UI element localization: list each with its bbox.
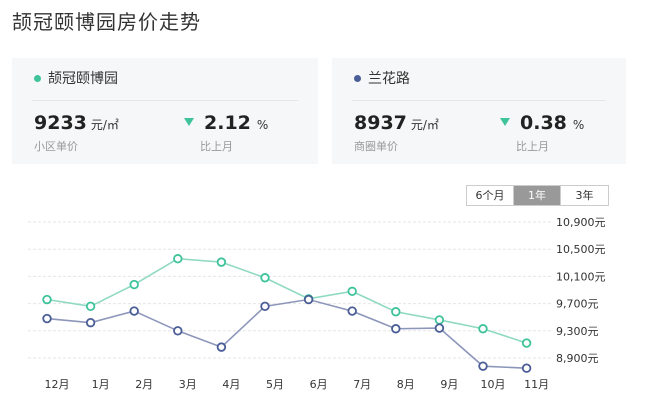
x-tick-label: 6月 — [310, 378, 328, 391]
community-change-label: 比上月 — [200, 140, 233, 153]
community-data-point — [42, 294, 52, 305]
district-data-point — [347, 306, 357, 316]
community-change-unit: % — [256, 118, 269, 132]
x-tick-label: 4月 — [222, 378, 240, 391]
community-dot-icon — [34, 74, 41, 82]
district-series-line — [46, 298, 527, 369]
district-data-point — [129, 306, 139, 316]
community-change: 2.12 — [204, 112, 251, 134]
community-price-label: 小区单价 — [34, 140, 78, 153]
district-price-label: 商圈单价 — [354, 140, 398, 153]
down-arrow-icon — [500, 118, 510, 126]
district-change-unit: % — [572, 118, 585, 132]
community-data-point — [173, 254, 183, 264]
community-data-point — [216, 257, 227, 267]
district-name: 兰花路 — [368, 71, 410, 87]
tab-6-months[interactable]: 6个月 — [467, 186, 514, 205]
y-tick-label: 10,500元 — [556, 243, 606, 256]
community-series-line — [46, 257, 527, 344]
time-range-tabs: 6个月 1年 3年 — [466, 185, 609, 206]
district-data-point — [434, 323, 445, 333]
district-price-unit: 元/㎡ — [410, 118, 439, 132]
x-tick-label: 8月 — [397, 378, 415, 391]
district-data-point — [173, 326, 183, 336]
x-tick-label: 1月 — [92, 378, 110, 391]
community-price: 9233 — [34, 112, 87, 134]
x-tick-label: 5月 — [266, 378, 284, 391]
community-data-point — [85, 301, 96, 312]
district-price: 8937 — [354, 112, 407, 134]
x-tick-label: 2月 — [135, 378, 153, 391]
community-price-card: 颉冠颐博园 9233 元/㎡ 小区单价 2.12 % 比上月 — [12, 58, 318, 164]
x-tick-label: 3月 — [179, 378, 197, 391]
tab-3-years[interactable]: 3年 — [561, 186, 608, 205]
district-data-point — [85, 317, 96, 328]
card-divider — [32, 100, 298, 101]
down-arrow-icon — [184, 118, 194, 126]
y-tick-label: 10,100元 — [556, 270, 606, 283]
y-tick-label: 9,700元 — [556, 298, 599, 311]
x-tick-label: 9月 — [440, 378, 458, 391]
x-tick-label: 7月 — [353, 378, 371, 391]
district-data-point — [303, 294, 314, 305]
card-divider — [352, 100, 606, 101]
district-data-point — [260, 301, 270, 312]
x-tick-label: 12月 — [45, 378, 70, 391]
community-name: 颉冠颐博园 — [48, 71, 118, 87]
community-data-point — [260, 273, 270, 283]
community-data-point — [391, 307, 401, 317]
x-tick-label: 11月 — [524, 378, 549, 391]
district-change-label: 比上月 — [516, 140, 549, 153]
y-tick-label: 9,300元 — [556, 325, 599, 338]
community-data-point — [347, 286, 357, 297]
district-change: 0.38 — [520, 112, 567, 134]
district-data-point — [478, 361, 488, 371]
tab-1-year[interactable]: 1年 — [514, 186, 561, 205]
y-tick-label: 10,900元 — [556, 216, 606, 229]
y-tick-label: 8,900元 — [556, 352, 599, 365]
community-data-point — [129, 279, 139, 290]
district-data-point — [521, 363, 532, 373]
community-price-unit: 元/㎡ — [90, 118, 119, 132]
district-price-card: 兰花路 8937 元/㎡ 商圈单价 0.38 % 比上月 — [332, 58, 626, 164]
district-data-point — [216, 342, 227, 352]
community-data-point — [478, 324, 488, 334]
district-data-point — [391, 324, 401, 334]
district-data-point — [42, 313, 52, 324]
district-dot-icon — [354, 74, 361, 82]
community-data-point — [521, 338, 532, 348]
x-tick-label: 10月 — [481, 378, 506, 391]
page-title: 颉冠颐博园房价走势 — [12, 10, 201, 34]
community-data-point — [434, 315, 445, 325]
